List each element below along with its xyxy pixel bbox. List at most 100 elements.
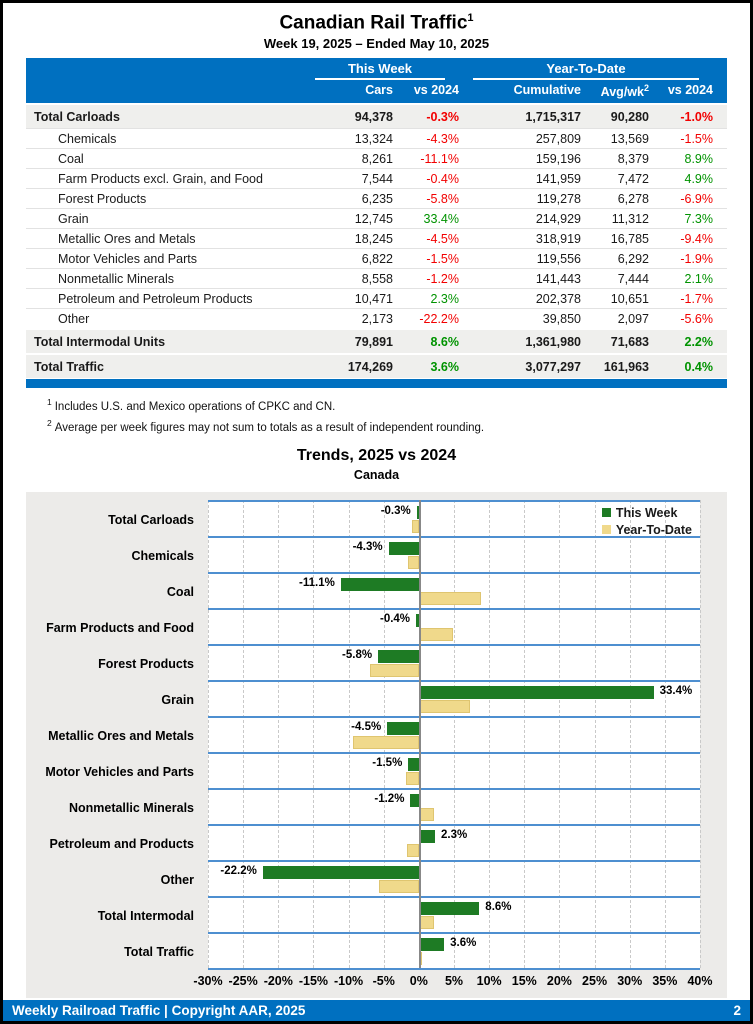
cell-cars: 7,544 <box>361 171 393 186</box>
row-label: Petroleum and Petroleum Products <box>58 291 253 306</box>
cell-cumulative: 159,196 <box>535 151 581 166</box>
cell-avg-per-week: 71,683 <box>610 334 649 349</box>
row-label: Nonmetallic Minerals <box>58 271 175 286</box>
gridline <box>278 500 280 969</box>
gridline <box>313 500 315 969</box>
cell-this-week-vs2024: -0.3% <box>426 109 459 124</box>
chart-row: Chemicals -4.3% <box>131 536 700 572</box>
chart-plot: This Week Year-To-Date Total Carloads -0.… <box>45 500 701 971</box>
bar-data-label: -22.2% <box>220 865 257 878</box>
bar-year-to-date <box>406 844 419 858</box>
chart-x-axis: -30% -25% -20% -15% -10% -5% 0% 5% 10% 15% 20% 25% 3… <box>193 970 712 994</box>
footnotes: 1 Includes U.S. and Mexico operations of … <box>47 397 750 434</box>
cell-avg-per-week: 7,472 <box>617 171 649 186</box>
bar-this-week <box>418 686 654 700</box>
axis-tick-label: -30% <box>193 974 223 989</box>
cell-cumulative: 318,919 <box>535 231 581 246</box>
chart-subtitle: Canada <box>353 468 400 483</box>
cell-cars: 94,378 <box>354 109 393 124</box>
column-header-cars: Cars <box>365 83 393 98</box>
cell-avg-per-week: 161,963 <box>603 359 649 374</box>
chart-legend: This Week Year-To-Date <box>601 504 692 538</box>
cell-cumulative: 119,556 <box>536 251 581 266</box>
cell-ytd-vs2024: -5.6% <box>680 311 713 326</box>
row-label: Metallic Ores and Metals <box>58 231 196 246</box>
table-row: Nonmetallic Minerals 8,558 -1.2% 141,443… <box>26 268 727 289</box>
cell-cars: 6,822 <box>361 251 393 266</box>
bar-data-label: -1.2% <box>374 793 405 806</box>
row-label: Forest Products <box>58 191 147 206</box>
cell-cars: 8,261 <box>361 151 393 166</box>
cell-ytd-vs2024: 4.9% <box>684 171 714 186</box>
gridline <box>489 500 491 969</box>
group-header-this-week: This Week <box>301 58 459 81</box>
cell-cars: 2,173 <box>361 311 393 326</box>
bar-this-week <box>340 578 419 592</box>
axis-tick-label: 40% <box>687 974 713 989</box>
table-bottom-divider <box>26 379 727 389</box>
column-header-cumulative: Cumulative <box>513 83 581 98</box>
cell-avg-per-week: 2,097 <box>617 311 649 326</box>
chart-category-label: Chemicals <box>131 549 194 564</box>
cell-ytd-vs2024: 2.2% <box>684 334 714 349</box>
legend-swatch-this-week <box>601 508 611 518</box>
avgwk-footnote-marker: 2 <box>643 83 649 94</box>
table-row: Total Carloads 94,378 -0.3% 1,715,317 90… <box>26 103 727 129</box>
gridline <box>383 500 385 969</box>
chart-category-label: Petroleum and Products <box>49 837 194 852</box>
axis-tick-label: -10% <box>333 974 364 989</box>
chart-row: Motor Vehicles and Parts -1.5% <box>45 752 700 788</box>
group-header-ytd-label: Year-To-Date <box>473 58 699 81</box>
column-header-avgwk-label: Avg/wk <box>600 85 644 100</box>
bar-this-week <box>387 722 419 736</box>
legend-label-ytd: Year-To-Date <box>615 522 692 537</box>
cell-cars: 174,269 <box>347 359 393 374</box>
cell-this-week-vs2024: 3.6% <box>430 359 460 374</box>
bar-this-week <box>408 758 419 772</box>
bar-data-label: -4.3% <box>352 541 383 554</box>
cell-avg-per-week: 6,292 <box>617 251 649 266</box>
cell-avg-per-week: 7,444 <box>617 271 649 286</box>
gridline <box>629 500 631 969</box>
gridline <box>243 500 245 969</box>
column-header-avgwk: Avg/wk2 <box>581 83 649 99</box>
cell-this-week-vs2024: -1.2% <box>426 271 459 286</box>
chart-category-label: Nonmetallic Minerals <box>68 801 194 816</box>
bar-data-label: -0.3% <box>380 505 411 518</box>
bar-year-to-date <box>418 916 435 930</box>
cell-this-week-vs2024: 8.6% <box>430 334 460 349</box>
row-label: Other <box>58 311 90 326</box>
row-label: Total Carloads <box>34 109 120 124</box>
chart-row: Metallic Ores and Metals -4.5% <box>48 716 700 752</box>
page-subtitle: Week 19, 2025 – Ended May 10, 2025 <box>263 36 490 52</box>
cell-ytd-vs2024: -1.0% <box>680 109 713 124</box>
chart-row: Total Intermodal 8.6% <box>98 896 700 932</box>
chart-category-label: Motor Vehicles and Parts <box>45 765 194 780</box>
cell-ytd-vs2024: -1.7% <box>680 291 713 306</box>
cell-cumulative: 3,077,297 <box>525 359 581 374</box>
chart-category-label: Grain <box>161 693 194 708</box>
axis-tick-label: -25% <box>228 974 258 989</box>
bar-this-week <box>418 830 435 844</box>
table-header: This Week Year-To-Date Cars vs 2024 Cumu… <box>26 58 727 104</box>
cell-this-week-vs2024: -4.5% <box>426 231 459 246</box>
cell-cars: 8,558 <box>361 271 393 286</box>
axis-tick-label: 20% <box>546 974 572 989</box>
axis-tick-label: 0% <box>409 974 428 989</box>
cell-this-week-vs2024: -5.8% <box>426 191 459 206</box>
cell-ytd-vs2024: -1.9% <box>680 251 713 266</box>
axis-tick-label: 10% <box>476 974 502 989</box>
cell-cumulative: 141,959 <box>535 171 581 186</box>
cell-cars: 18,245 <box>354 231 393 246</box>
bar-year-to-date <box>411 520 419 534</box>
chart-category-label: Other <box>160 873 194 888</box>
zero-line <box>418 500 421 969</box>
gridline <box>594 500 596 969</box>
row-label: Total Traffic <box>34 359 104 374</box>
table-row: Other 2,173 -22.2% 39,850 2,097 -5.6% <box>26 308 727 329</box>
cell-cars: 79,891 <box>354 334 393 349</box>
cell-ytd-vs2024: -1.5% <box>680 131 713 146</box>
footnote-2-marker: 2 <box>47 418 52 429</box>
table-row: Coal 8,261 -11.1% 159,196 8,379 8.9% <box>26 148 727 169</box>
